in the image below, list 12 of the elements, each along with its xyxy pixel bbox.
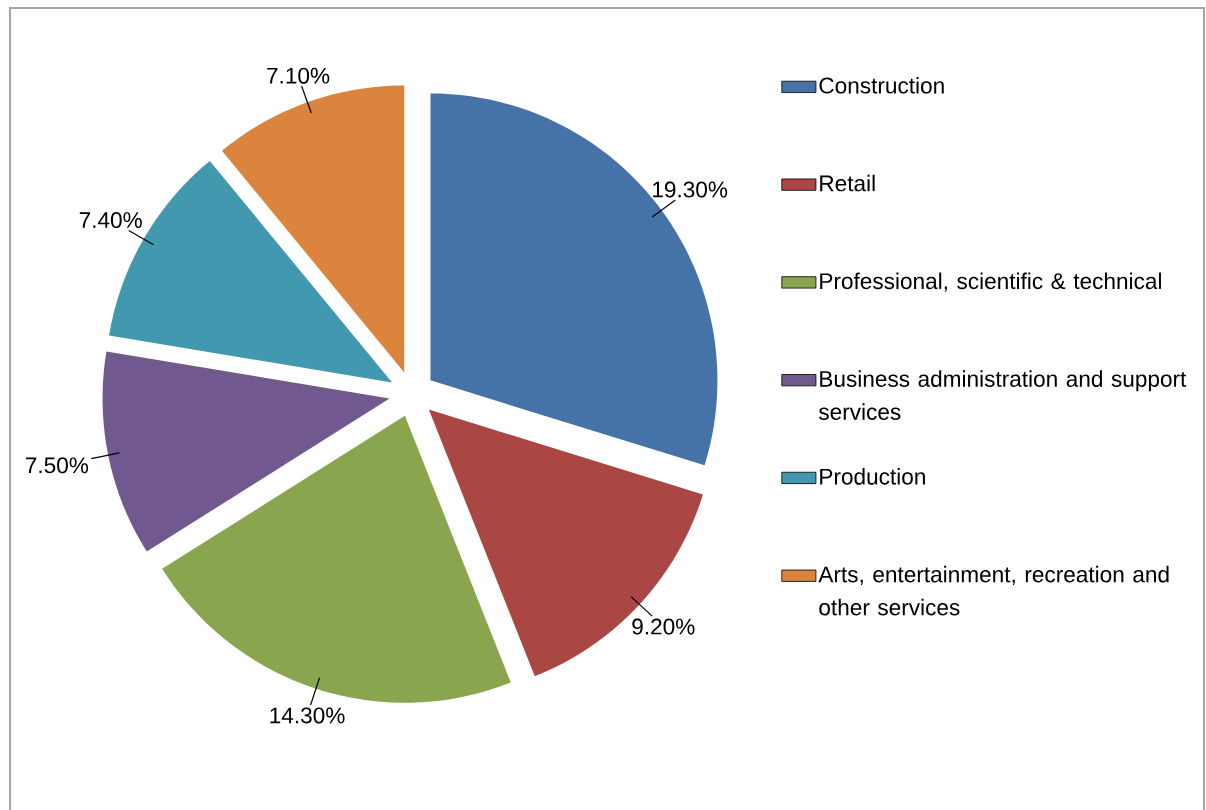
legend-label: Arts, entertainment, recreation and other services [818,565,1169,616]
data-label: 14.30% [270,707,345,724]
data-label: 7.50% [25,457,89,474]
data-label: 7.40% [79,212,142,229]
legend-label: Professional, scientific & technical [820,272,1161,292]
data-label: 7.10% [267,67,330,84]
legend-label: Retail [820,174,875,192]
data-label: 9.20% [632,618,695,635]
legend-label: Business administration and support services [818,370,1187,420]
legend-label: Production [820,468,925,485]
legend-label: Construction [819,77,944,94]
data-label: 19.30% [653,181,728,198]
